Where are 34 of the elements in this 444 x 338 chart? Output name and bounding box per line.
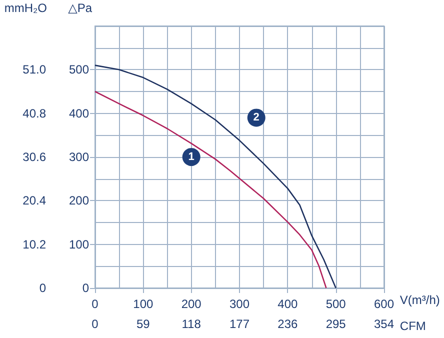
x2-tick-label: 0 (92, 317, 99, 331)
x2-tick-label: 118 (182, 317, 202, 331)
x2-tick-label: 177 (229, 317, 250, 331)
x-tick-label: 500 (326, 297, 346, 311)
x2-tick-label: 236 (278, 317, 298, 331)
x-axis-title: V(m³/h) (400, 293, 440, 307)
y-tick-label: 100 (68, 237, 90, 252)
y-tick-label: 300 (68, 150, 90, 164)
y2-axis-title: mmH₂O (4, 1, 47, 15)
annotation: 1 (188, 151, 194, 163)
y-tick-label: 500 (68, 62, 90, 77)
line-series (94, 90, 327, 289)
x2-tick-label: 295 (326, 317, 346, 331)
y-axis-title: △Pa (68, 1, 92, 15)
y2-tick-label: 10.2 (22, 237, 46, 252)
x-tick-label: 200 (181, 297, 202, 311)
y-tick-label: 200 (68, 194, 90, 208)
line-series (94, 64, 336, 289)
x-tick-label: 600 (374, 297, 394, 311)
annotation: 2 (253, 112, 260, 124)
x2-tick-label: 354 (374, 317, 394, 331)
x2-axis-title: CFM (400, 319, 426, 333)
x2-tick-label: 59 (136, 317, 150, 331)
y-tick-label: 0 (82, 281, 90, 295)
y2-tick-label: 51.0 (22, 62, 46, 77)
x-tick-label: 400 (278, 297, 298, 311)
x-tick-label: 100 (133, 297, 154, 311)
y2-tick-label: 40.8 (22, 106, 46, 120)
x-tick-label: 0 (92, 297, 99, 311)
x-tick-label: 300 (229, 297, 250, 311)
y2-tick-label: 20.4 (22, 194, 46, 208)
y2-tick-label: 0 (39, 281, 46, 295)
y2-tick-label: 30.6 (22, 150, 46, 164)
y-tick-label: 400 (68, 106, 90, 120)
